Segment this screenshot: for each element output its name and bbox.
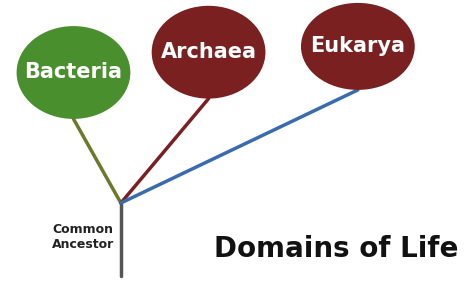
Text: Eukarya: Eukarya: [310, 37, 405, 56]
Ellipse shape: [152, 6, 265, 99]
Text: Common
Ancestor: Common Ancestor: [52, 223, 114, 251]
Text: Domains of Life: Domains of Life: [214, 235, 459, 263]
Text: Archaea: Archaea: [161, 42, 256, 62]
Ellipse shape: [17, 26, 130, 119]
Text: Bacteria: Bacteria: [25, 63, 122, 82]
Ellipse shape: [301, 3, 415, 90]
